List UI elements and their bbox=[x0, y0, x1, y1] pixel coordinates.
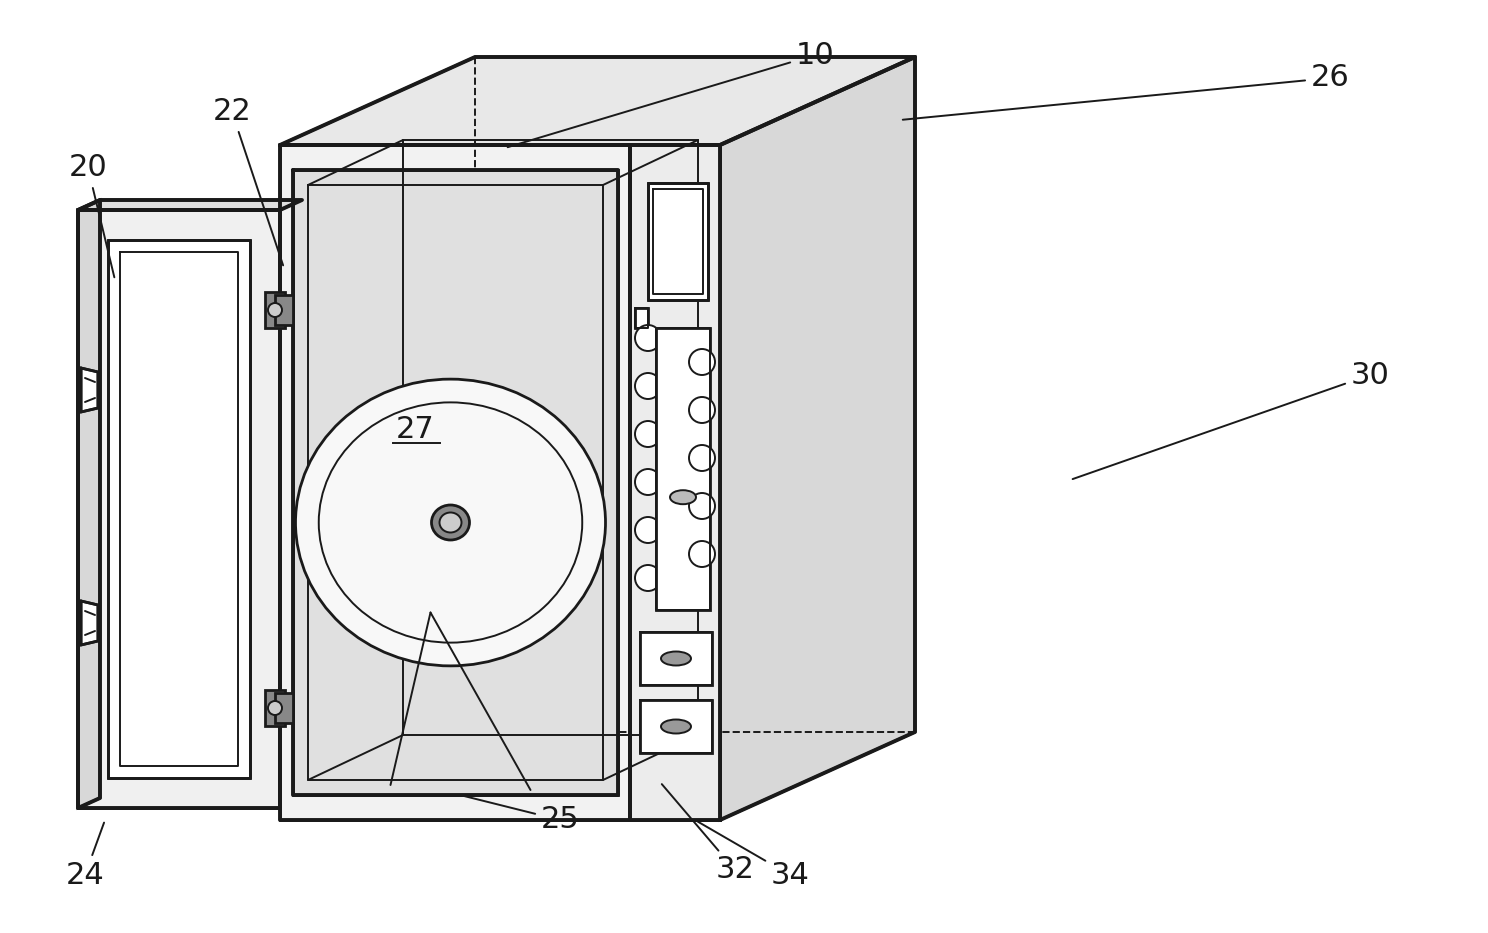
Circle shape bbox=[268, 303, 283, 317]
Polygon shape bbox=[656, 328, 710, 610]
Circle shape bbox=[689, 349, 716, 375]
Text: 25: 25 bbox=[463, 796, 579, 834]
Polygon shape bbox=[720, 57, 915, 820]
Text: 27: 27 bbox=[396, 415, 434, 444]
Polygon shape bbox=[77, 200, 100, 808]
Ellipse shape bbox=[296, 379, 606, 666]
Polygon shape bbox=[293, 170, 618, 795]
Polygon shape bbox=[80, 368, 98, 412]
Ellipse shape bbox=[439, 512, 461, 533]
Circle shape bbox=[635, 565, 661, 591]
Circle shape bbox=[268, 701, 283, 715]
Polygon shape bbox=[77, 200, 302, 210]
Ellipse shape bbox=[661, 719, 690, 733]
Circle shape bbox=[689, 445, 716, 471]
Ellipse shape bbox=[670, 490, 696, 504]
Circle shape bbox=[689, 397, 716, 423]
Text: 26: 26 bbox=[903, 63, 1350, 119]
Bar bbox=[265, 292, 286, 328]
Polygon shape bbox=[635, 308, 647, 328]
Bar bbox=[275, 693, 293, 723]
Text: 22: 22 bbox=[213, 98, 283, 265]
Polygon shape bbox=[640, 700, 711, 753]
Polygon shape bbox=[640, 632, 711, 685]
Text: 34: 34 bbox=[698, 821, 809, 889]
Text: 32: 32 bbox=[662, 784, 754, 884]
Text: 10: 10 bbox=[507, 40, 835, 147]
Text: 20: 20 bbox=[68, 154, 115, 277]
Ellipse shape bbox=[661, 651, 690, 665]
Circle shape bbox=[635, 517, 661, 543]
Circle shape bbox=[689, 493, 716, 519]
Polygon shape bbox=[109, 240, 250, 778]
Bar bbox=[265, 690, 286, 726]
Bar bbox=[275, 295, 293, 325]
Circle shape bbox=[635, 469, 661, 495]
Ellipse shape bbox=[432, 505, 470, 540]
Text: 30: 30 bbox=[1073, 360, 1390, 479]
Circle shape bbox=[689, 541, 716, 567]
Polygon shape bbox=[280, 145, 720, 820]
Circle shape bbox=[635, 325, 661, 351]
Polygon shape bbox=[647, 183, 708, 300]
Circle shape bbox=[635, 421, 661, 447]
Polygon shape bbox=[629, 145, 720, 820]
Text: 24: 24 bbox=[65, 823, 104, 889]
Polygon shape bbox=[80, 601, 98, 645]
Polygon shape bbox=[77, 210, 280, 808]
Circle shape bbox=[635, 373, 661, 399]
Polygon shape bbox=[280, 57, 915, 145]
